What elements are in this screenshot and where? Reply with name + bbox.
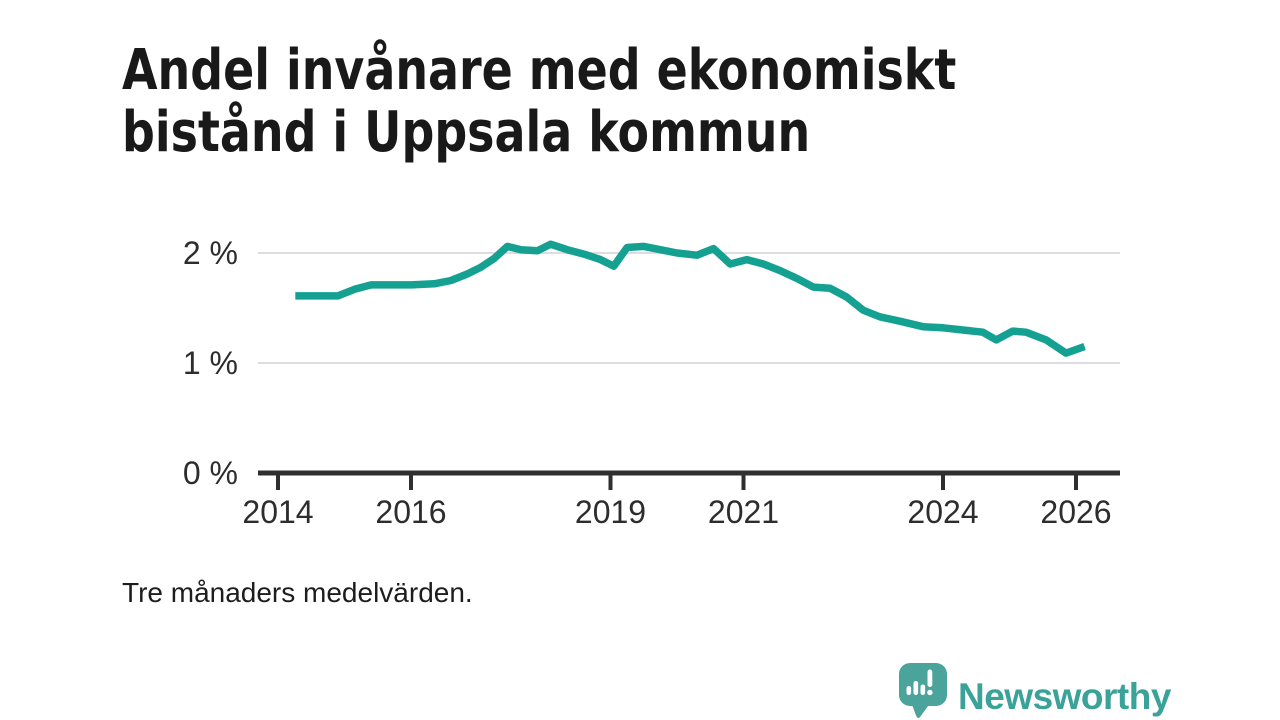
chart-title-line1: Andel invånare med ekonomiskt xyxy=(122,37,957,103)
y-tick-label: 2 % xyxy=(183,235,238,271)
x-tick-label: 2016 xyxy=(375,494,446,530)
x-tick-label: 2026 xyxy=(1040,494,1111,530)
chart-title-line2: bistånd i Uppsala kommun xyxy=(122,99,811,165)
newsworthy-speech-bubble-barchart-icon xyxy=(899,663,947,719)
chart-footnote: Tre månaders medelvärden. xyxy=(122,577,473,608)
data-line-series xyxy=(295,240,1086,357)
y-tick-label: 1 % xyxy=(183,345,238,381)
x-tick-label: 2024 xyxy=(907,494,978,530)
x-tick-label: 2014 xyxy=(242,494,313,530)
newsworthy-wordmark: Newsworthy xyxy=(958,676,1171,717)
chart-title: Andel invånare med ekonomiskt bistånd i … xyxy=(122,37,957,165)
y-tick-label: 0 % xyxy=(183,455,238,491)
newsworthy-logo: Newsworthy xyxy=(898,662,1180,720)
x-tick-label: 2021 xyxy=(708,494,779,530)
x-tick-label: 2019 xyxy=(575,494,646,530)
